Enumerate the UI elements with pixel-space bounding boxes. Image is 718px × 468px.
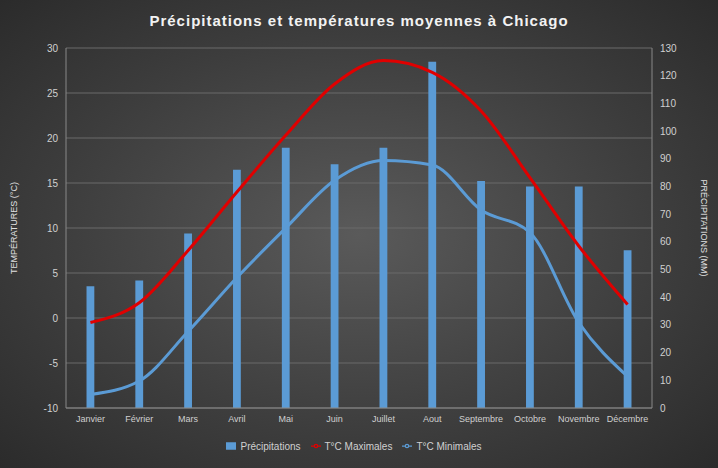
svg-text:-5: -5	[49, 358, 58, 369]
html-text:Précipitations: Précipitations	[240, 441, 301, 452]
html-text:T°C Minimales: T°C Minimales	[416, 441, 482, 452]
svg-text:60: 60	[660, 236, 672, 247]
svg-text:Janvier: Janvier	[76, 414, 105, 424]
svg-text:Mai: Mai	[278, 414, 293, 424]
svg-text:-10: -10	[44, 403, 59, 414]
svg-text:Octobre: Octobre	[514, 414, 546, 424]
svg-text:80: 80	[660, 181, 672, 192]
svg-text:10: 10	[660, 375, 672, 386]
svg-text:PRÉCIPITATIONS (MM): PRÉCIPITATIONS (MM)	[699, 179, 709, 276]
svg-text:15: 15	[47, 178, 59, 189]
svg-text:30: 30	[47, 43, 59, 54]
svg-text:110: 110	[660, 98, 676, 109]
svg-text:TEMPÉRATURES (°C): TEMPÉRATURES (°C)	[9, 182, 19, 274]
svg-text:5: 5	[52, 268, 58, 279]
svg-text:Aout: Aout	[423, 414, 442, 424]
svg-text:0: 0	[52, 313, 58, 324]
svg-text:70: 70	[660, 209, 672, 220]
svg-text:40: 40	[660, 292, 672, 303]
svg-text:30: 30	[660, 319, 672, 330]
svg-text:Avril: Avril	[228, 414, 245, 424]
svg-text:120: 120	[660, 70, 677, 81]
svg-text:90: 90	[660, 153, 672, 164]
svg-text:0: 0	[660, 403, 666, 414]
svg-text:Mars: Mars	[178, 414, 198, 424]
svg-text:Novembre: Novembre	[558, 414, 600, 424]
svg-text:130: 130	[660, 43, 677, 54]
html-text:T°C Maximales: T°C Maximales	[324, 441, 393, 452]
svg-text:20: 20	[47, 133, 59, 144]
svg-text:100: 100	[660, 126, 677, 137]
svg-text:Février: Février	[125, 414, 153, 424]
svg-text:50: 50	[660, 264, 672, 275]
svg-text:Juillet: Juillet	[372, 414, 396, 424]
html-text:Précipitations et températures: Précipitations et températures moyennes …	[149, 12, 569, 29]
svg-text:Juin: Juin	[326, 414, 343, 424]
svg-text:Décembre: Décembre	[607, 414, 649, 424]
svg-text:25: 25	[47, 88, 59, 99]
svg-text:20: 20	[660, 347, 672, 358]
svg-text:10: 10	[47, 223, 59, 234]
svg-text:Septembre: Septembre	[459, 414, 503, 424]
